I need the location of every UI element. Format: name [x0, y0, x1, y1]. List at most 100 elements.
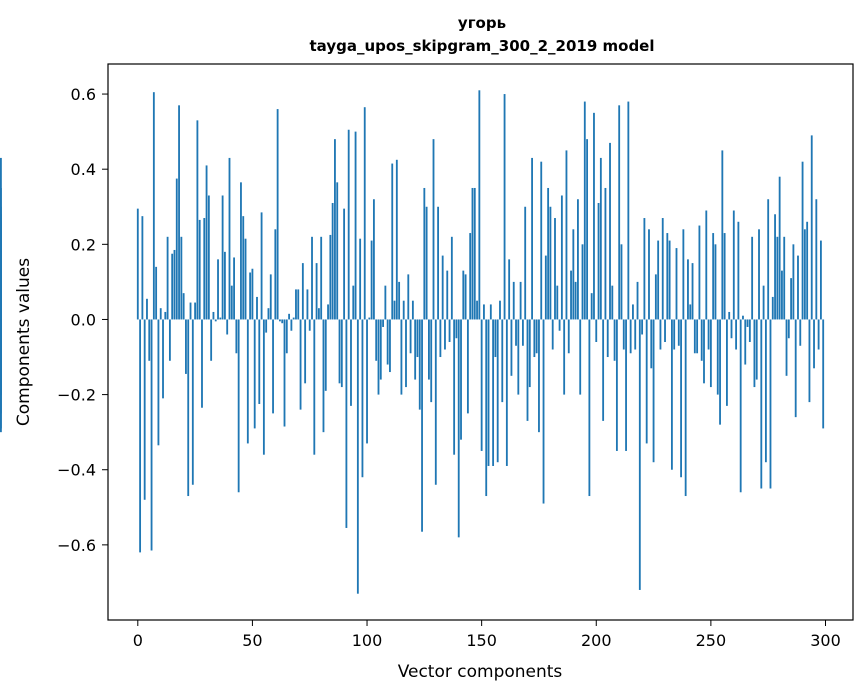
- bar: [462, 270, 465, 320]
- bar: [551, 319, 554, 350]
- bar: [448, 319, 451, 342]
- bar: [785, 319, 788, 376]
- bar: [643, 218, 646, 320]
- bar: [625, 319, 627, 451]
- bar: [246, 319, 249, 444]
- bar: [668, 240, 671, 320]
- x-axis-label: Vector components: [398, 662, 563, 682]
- bar: [258, 319, 261, 404]
- bar: [393, 300, 396, 320]
- bar: [212, 311, 215, 320]
- bar: [400, 319, 403, 395]
- bar: [343, 208, 346, 320]
- bar: [512, 281, 515, 320]
- bar: [753, 319, 756, 388]
- bar: [375, 319, 378, 361]
- bar: [411, 300, 414, 320]
- bar: [684, 319, 687, 497]
- y-tick-label: −0.6: [57, 536, 96, 555]
- bar: [189, 302, 192, 320]
- bar: [696, 319, 699, 354]
- bar: [402, 300, 405, 320]
- bar: [744, 319, 747, 365]
- bar: [634, 319, 637, 350]
- bar: [778, 176, 781, 320]
- bar: [558, 319, 561, 331]
- bar: [164, 311, 167, 320]
- bar: [515, 319, 517, 346]
- bar: [728, 311, 731, 320]
- bar: [265, 319, 268, 333]
- bar: [705, 210, 708, 320]
- bar: [597, 203, 600, 320]
- bar: [166, 236, 169, 320]
- bar: [317, 308, 320, 320]
- chart-subtitle: tayga_upos_skipgram_300_2_2019 model: [310, 37, 655, 55]
- bar: [602, 319, 605, 421]
- bar: [361, 319, 364, 478]
- bar: [281, 319, 284, 324]
- bar: [311, 236, 313, 320]
- bar: [162, 319, 164, 399]
- bar: [693, 319, 696, 354]
- bar: [205, 165, 208, 320]
- bar: [159, 308, 162, 320]
- bar: [492, 319, 495, 466]
- bar: [283, 319, 286, 427]
- bar: [425, 206, 428, 320]
- bar: [180, 236, 183, 320]
- bar: [781, 270, 783, 320]
- bar: [691, 263, 694, 320]
- bar: [567, 319, 570, 354]
- bar: [817, 319, 820, 350]
- bar: [409, 319, 412, 354]
- bar: [533, 319, 536, 358]
- bar: [712, 233, 715, 320]
- y-tick-label: 0.0: [71, 310, 96, 329]
- bar: [746, 319, 749, 327]
- bar: [632, 304, 634, 320]
- bar: [356, 319, 359, 594]
- bar: [792, 244, 795, 320]
- bar: [790, 278, 793, 320]
- bar: [228, 157, 231, 320]
- bar: [641, 319, 644, 335]
- bar: [478, 90, 481, 320]
- bar: [503, 94, 506, 320]
- bar: [240, 182, 242, 320]
- bar: [377, 319, 380, 395]
- bar: [590, 293, 593, 320]
- bar: [769, 319, 772, 489]
- bar: [476, 300, 478, 320]
- bar: [304, 319, 307, 384]
- bar: [606, 319, 609, 358]
- bar: [430, 319, 433, 403]
- bar: [748, 319, 751, 342]
- bar: [615, 319, 618, 451]
- bar: [508, 259, 511, 320]
- y-tick-label: −0.2: [57, 386, 96, 405]
- bar: [207, 195, 210, 320]
- x-tick-label: 0: [133, 631, 143, 650]
- bar: [274, 229, 277, 320]
- bar: [675, 248, 678, 320]
- bar: [299, 319, 302, 410]
- bar: [563, 319, 566, 395]
- bar: [586, 139, 589, 320]
- bar: [235, 319, 238, 354]
- bar: [350, 319, 352, 406]
- bar: [593, 112, 595, 320]
- bar: [368, 317, 371, 320]
- bar: [480, 319, 483, 451]
- bar: [446, 270, 449, 320]
- bar: [524, 206, 527, 320]
- bar: [185, 319, 187, 374]
- bar: [338, 319, 341, 384]
- bar: [389, 319, 391, 373]
- bar: [813, 319, 815, 369]
- bar: [735, 319, 738, 350]
- bar: [787, 319, 790, 339]
- bar: [758, 229, 760, 320]
- bar: [148, 319, 151, 361]
